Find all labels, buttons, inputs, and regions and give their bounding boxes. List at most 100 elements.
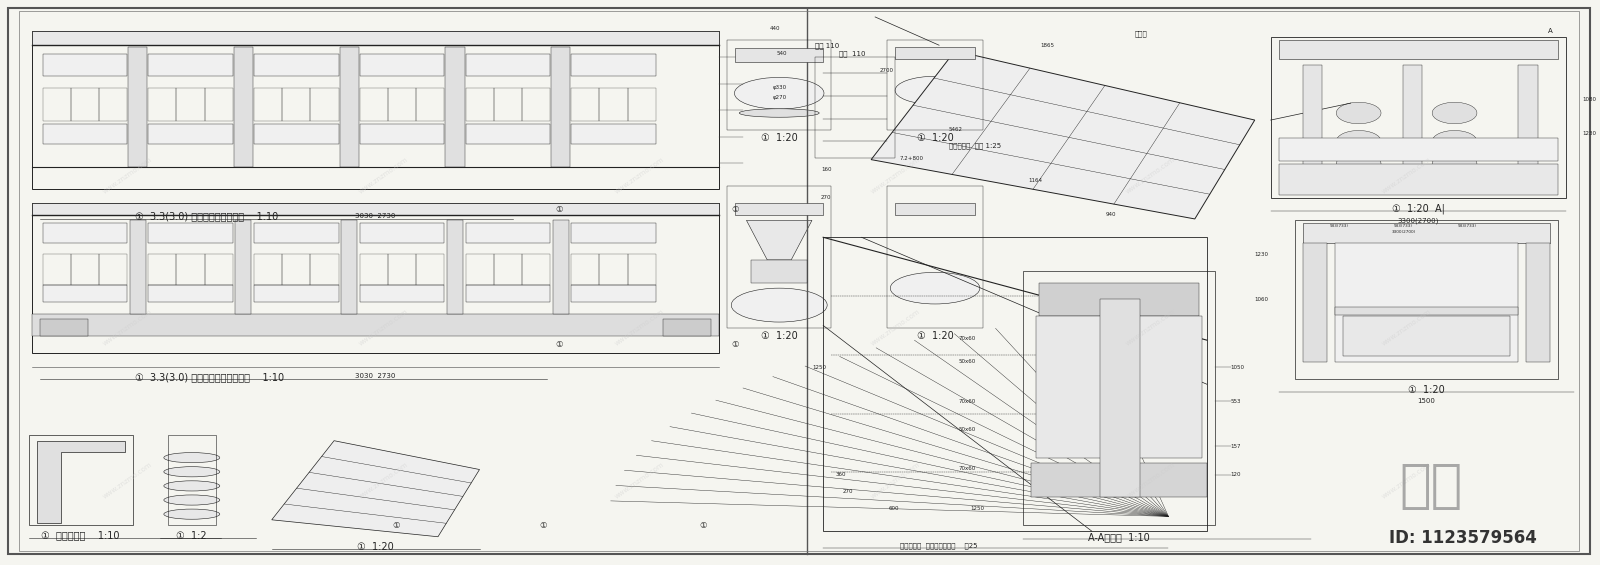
Ellipse shape xyxy=(163,509,219,519)
Bar xyxy=(149,88,176,121)
Bar xyxy=(32,31,720,189)
Circle shape xyxy=(734,77,824,109)
Text: ①: ① xyxy=(555,340,563,349)
Ellipse shape xyxy=(1336,153,1381,175)
Text: www.znzmo.com: www.znzmo.com xyxy=(1381,156,1432,194)
Bar xyxy=(550,47,570,167)
Text: www.znzmo.com: www.znzmo.com xyxy=(102,156,154,194)
Bar xyxy=(29,435,133,525)
Bar xyxy=(1526,243,1550,362)
Bar xyxy=(149,54,234,76)
Bar xyxy=(235,220,251,314)
Bar xyxy=(600,254,627,285)
Bar xyxy=(360,88,387,121)
Text: www.znzmo.com: www.znzmo.com xyxy=(1125,156,1176,194)
Bar xyxy=(32,31,720,45)
Text: 鸢尾大样图  比例 1:25: 鸢尾大样图 比例 1:25 xyxy=(949,142,1002,149)
Text: www.znzmo.com: www.znzmo.com xyxy=(614,156,666,194)
Bar xyxy=(446,220,462,314)
Bar xyxy=(571,223,656,243)
Bar xyxy=(360,54,445,76)
Text: ①: ① xyxy=(731,340,739,349)
Text: 70x60: 70x60 xyxy=(958,337,976,341)
Bar xyxy=(168,435,216,525)
Text: 1050: 1050 xyxy=(1230,365,1245,370)
Text: 933(733): 933(733) xyxy=(1330,224,1349,228)
Bar xyxy=(70,88,99,121)
Bar xyxy=(254,124,339,144)
Bar xyxy=(43,285,126,302)
Bar xyxy=(1302,243,1326,362)
Text: www.znzmo.com: www.znzmo.com xyxy=(614,461,666,499)
Circle shape xyxy=(890,272,979,304)
Text: 360: 360 xyxy=(835,472,846,477)
Text: 553: 553 xyxy=(1230,399,1242,403)
Bar xyxy=(494,88,522,121)
Bar xyxy=(387,254,416,285)
Text: www.znzmo.com: www.znzmo.com xyxy=(1381,308,1432,347)
Text: A-A剖面图  1:10: A-A剖面图 1:10 xyxy=(1088,532,1150,542)
Ellipse shape xyxy=(163,481,219,491)
Text: 7.2+800: 7.2+800 xyxy=(899,156,923,160)
Text: ①: ① xyxy=(699,521,707,530)
Text: www.znzmo.com: www.znzmo.com xyxy=(358,461,410,499)
Text: 50x60: 50x60 xyxy=(958,427,976,432)
Ellipse shape xyxy=(163,453,219,463)
Polygon shape xyxy=(870,51,1254,219)
Text: www.znzmo.com: www.znzmo.com xyxy=(1125,308,1176,347)
Bar xyxy=(130,220,146,314)
Text: 柱本  110: 柱本 110 xyxy=(838,50,866,57)
Bar xyxy=(1099,299,1139,497)
Bar xyxy=(43,54,126,76)
Text: www.znzmo.com: www.znzmo.com xyxy=(1125,461,1176,499)
Polygon shape xyxy=(272,441,480,537)
Bar xyxy=(416,88,445,121)
Bar xyxy=(814,56,894,158)
Ellipse shape xyxy=(163,467,219,477)
Bar xyxy=(1030,463,1206,497)
Bar xyxy=(43,88,70,121)
Text: 1060: 1060 xyxy=(1254,297,1269,302)
Text: 3300(2700): 3300(2700) xyxy=(1398,217,1440,224)
Text: 270: 270 xyxy=(842,489,853,494)
Bar xyxy=(822,237,1206,531)
Text: ①  1:20: ① 1:20 xyxy=(1408,385,1445,395)
Text: ①  3.3(3.0) 木开间挂年横子立面图    1:10: ① 3.3(3.0) 木开间挂年横子立面图 1:10 xyxy=(134,372,285,382)
Bar xyxy=(149,254,176,285)
Bar xyxy=(254,54,339,76)
Circle shape xyxy=(894,76,974,105)
Text: φ270: φ270 xyxy=(773,95,787,99)
Circle shape xyxy=(731,288,827,322)
Bar xyxy=(466,54,550,76)
Bar xyxy=(1518,65,1538,181)
Bar xyxy=(40,319,88,336)
Bar xyxy=(1270,37,1566,198)
Text: 5462: 5462 xyxy=(949,128,963,132)
Bar xyxy=(176,254,205,285)
Text: 3030  2730: 3030 2730 xyxy=(355,214,395,219)
Bar xyxy=(728,186,830,328)
Bar xyxy=(176,88,205,121)
Text: www.znzmo.com: www.znzmo.com xyxy=(614,308,666,347)
Polygon shape xyxy=(1070,345,1150,401)
Bar xyxy=(387,88,416,121)
Text: 1080: 1080 xyxy=(1582,97,1597,102)
Ellipse shape xyxy=(1336,131,1381,152)
Bar xyxy=(341,220,357,314)
Bar xyxy=(282,88,310,121)
Bar xyxy=(466,254,494,285)
Bar xyxy=(43,254,70,285)
Bar xyxy=(282,254,310,285)
Bar xyxy=(571,285,656,302)
Bar xyxy=(1278,40,1558,59)
Text: 1250: 1250 xyxy=(970,506,984,511)
Bar xyxy=(886,186,982,328)
Text: φ330: φ330 xyxy=(773,85,787,90)
Text: 440: 440 xyxy=(770,26,781,31)
Bar xyxy=(254,254,282,285)
Ellipse shape xyxy=(1336,102,1381,124)
Text: 1164: 1164 xyxy=(1029,179,1043,183)
Bar xyxy=(149,285,234,302)
Bar xyxy=(99,88,126,121)
Bar xyxy=(466,88,494,121)
